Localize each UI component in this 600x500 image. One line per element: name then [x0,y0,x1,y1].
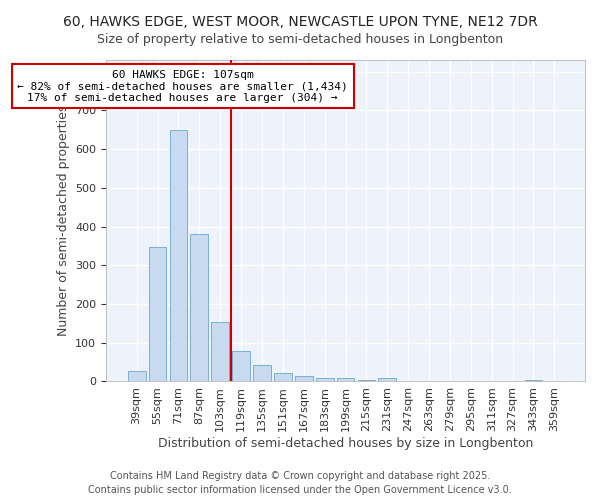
X-axis label: Distribution of semi-detached houses by size in Longbenton: Distribution of semi-detached houses by … [158,437,533,450]
Bar [211,322,229,382]
Bar [149,246,166,382]
Text: Contains HM Land Registry data © Crown copyright and database right 2025.
Contai: Contains HM Land Registry data © Crown c… [88,471,512,495]
Bar [524,380,542,382]
Text: Size of property relative to semi-detached houses in Longbenton: Size of property relative to semi-detach… [97,32,503,46]
Text: 60 HAWKS EDGE: 107sqm
← 82% of semi-detached houses are smaller (1,434)
17% of s: 60 HAWKS EDGE: 107sqm ← 82% of semi-deta… [17,70,348,103]
Bar [379,378,396,382]
Bar [170,130,187,382]
Bar [128,370,146,382]
Y-axis label: Number of semi-detached properties: Number of semi-detached properties [56,105,70,336]
Bar [358,380,375,382]
Bar [232,351,250,382]
Bar [274,373,292,382]
Text: 60, HAWKS EDGE, WEST MOOR, NEWCASTLE UPON TYNE, NE12 7DR: 60, HAWKS EDGE, WEST MOOR, NEWCASTLE UPO… [62,15,538,29]
Bar [295,376,313,382]
Bar [190,234,208,382]
Bar [253,365,271,382]
Bar [337,378,355,382]
Bar [316,378,334,382]
